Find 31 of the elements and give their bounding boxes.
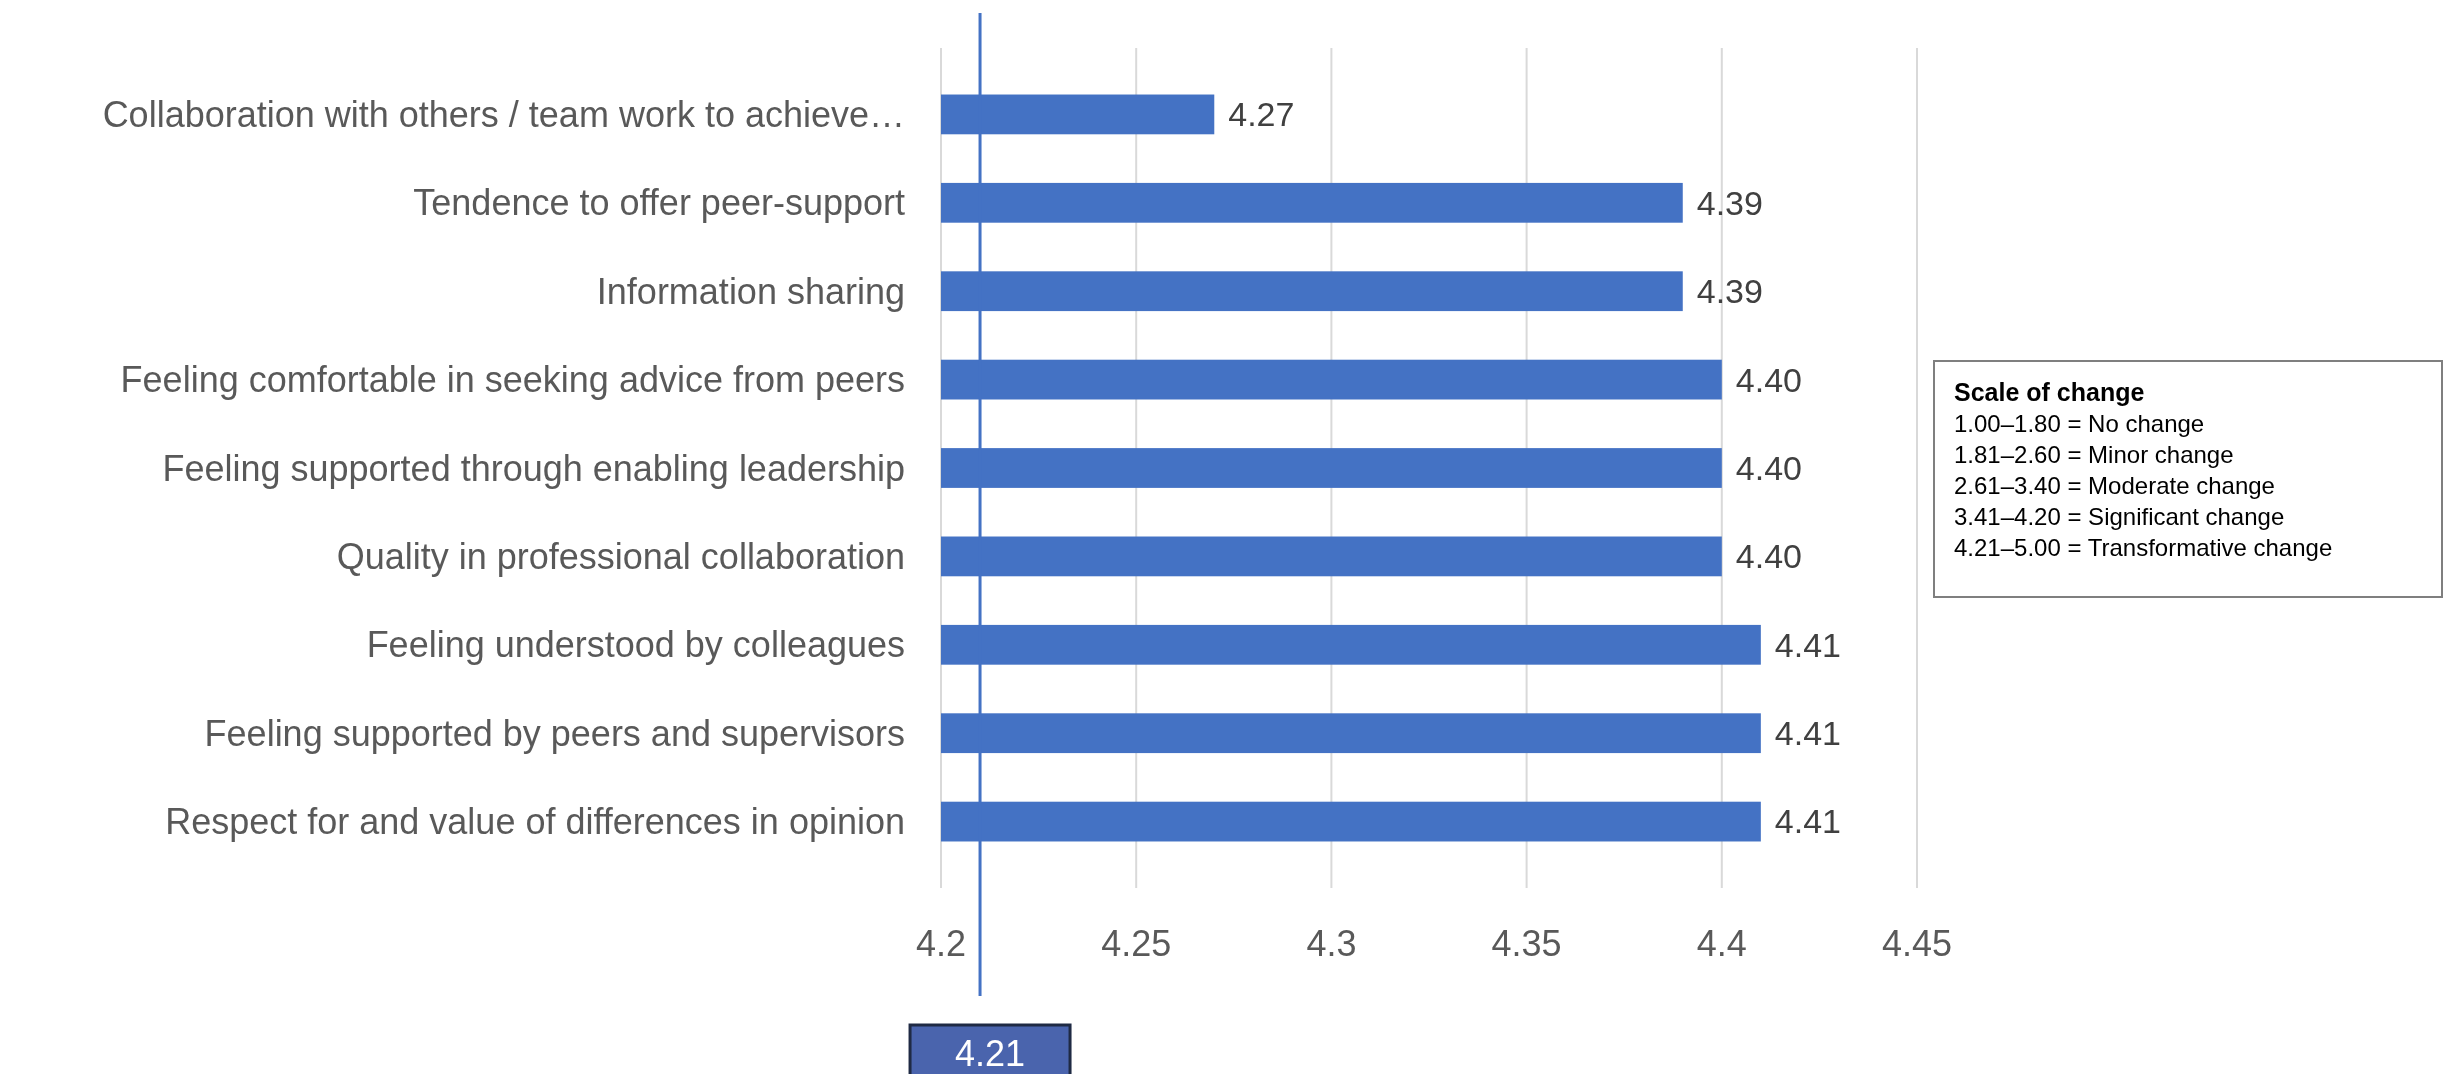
y-tick-label: Information sharing [596,270,905,312]
data-label: 4.39 [1696,272,1763,311]
y-tick-label: Tendence to offer peer-support [413,182,905,224]
data-label: 4.39 [1696,183,1763,222]
y-tick-label: Quality in professional collaboration [336,536,905,577]
ref-line-label: 4.21 [955,1032,1026,1074]
x-tick-label: 4.35 [1491,923,1562,964]
x-tick-label: 4.4 [1696,923,1747,964]
x-tick-label: 4.2 [915,923,967,964]
text: 3.41–4.20 = Significant change [1954,503,2285,530]
data-label: 4.41 [1774,625,1842,664]
y-tick-label: Feeling comfortable in seeking advice from peers [120,359,905,401]
text: 2.61–3.40 = Moderate change [1954,472,2275,499]
x-tick-label: 4.25 [1101,923,1172,964]
text: 4.21–5.00 = Transformative change [1954,534,2333,561]
data-label: 4.41 [1774,802,1842,841]
y-tick-label: Feeling understood by colleagues [366,624,905,666]
x-tick-label: 4.3 [1306,923,1357,964]
y-tick-label: Feeling supported by peers and supervisors [204,712,905,754]
data-label: 4.40 [1735,448,1802,487]
data-label: 4.40 [1735,360,1802,399]
x-tick-label: 4.45 [1881,923,1953,964]
y-tick-label: Collaboration with others / team work to achieve… [102,94,905,136]
text: 1.00–1.80 = No change [1954,410,2205,437]
y-tick-label: Respect for and value of differences in opinion [165,801,905,843]
text: Scale of change [1954,378,2145,406]
data-label: 4.40 [1735,537,1802,576]
y-tick-label: Feeling supported through enabling leadership [162,447,905,489]
data-label: 4.41 [1774,714,1842,753]
data-label: 4.27 [1228,95,1295,134]
text: 1.81–2.60 = Minor change [1954,441,2234,468]
